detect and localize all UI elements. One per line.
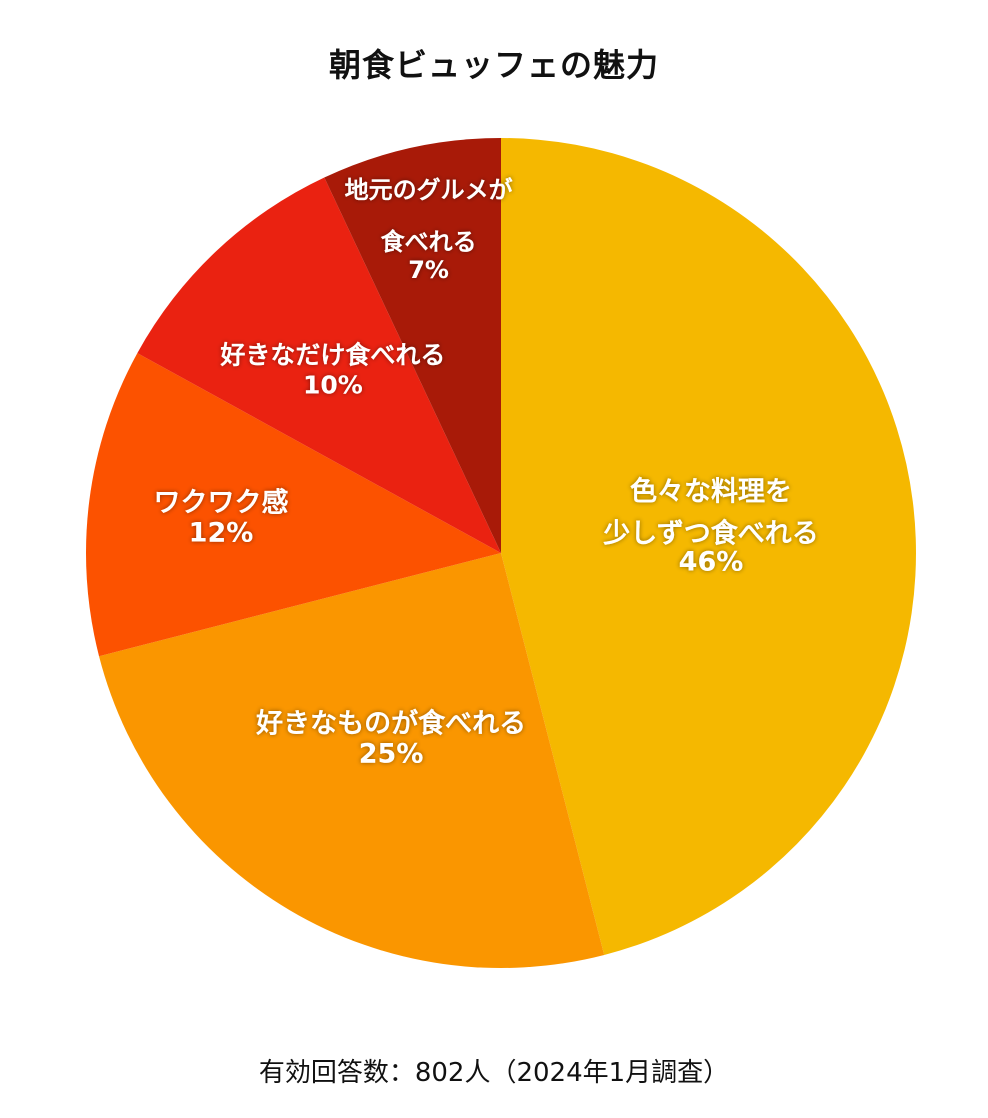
slice-label: 少しずつ食べれる	[603, 518, 818, 550]
pie-slice	[324, 138, 501, 553]
slice-label: 地元のグルメが	[345, 176, 513, 204]
pie-slice	[137, 177, 501, 553]
slice-label: 食べれる	[381, 228, 477, 256]
slice-value-label: 12%	[189, 518, 254, 549]
survey-note: 有効回答数：802人（2024年1月調査）	[258, 1058, 730, 1088]
slice-value-label: 25%	[359, 739, 424, 770]
slice-value-label: 10%	[303, 370, 363, 399]
pie-slice	[99, 553, 605, 968]
chart-title: 朝食ビュッフェの魅力	[328, 46, 659, 84]
pie-slice	[85, 353, 501, 657]
slice-label: ワクワク感	[154, 487, 289, 519]
pie-slices	[85, 138, 916, 968]
slice-label: 色々な料理を	[630, 476, 792, 508]
slice-label: 好きなものが食べれる	[255, 708, 526, 740]
slice-label: 好きなだけ食べれる	[219, 340, 445, 369]
slice-value-label: 46%	[679, 547, 744, 578]
slice-value-label: 7%	[408, 256, 449, 284]
pie-slice	[501, 138, 916, 955]
